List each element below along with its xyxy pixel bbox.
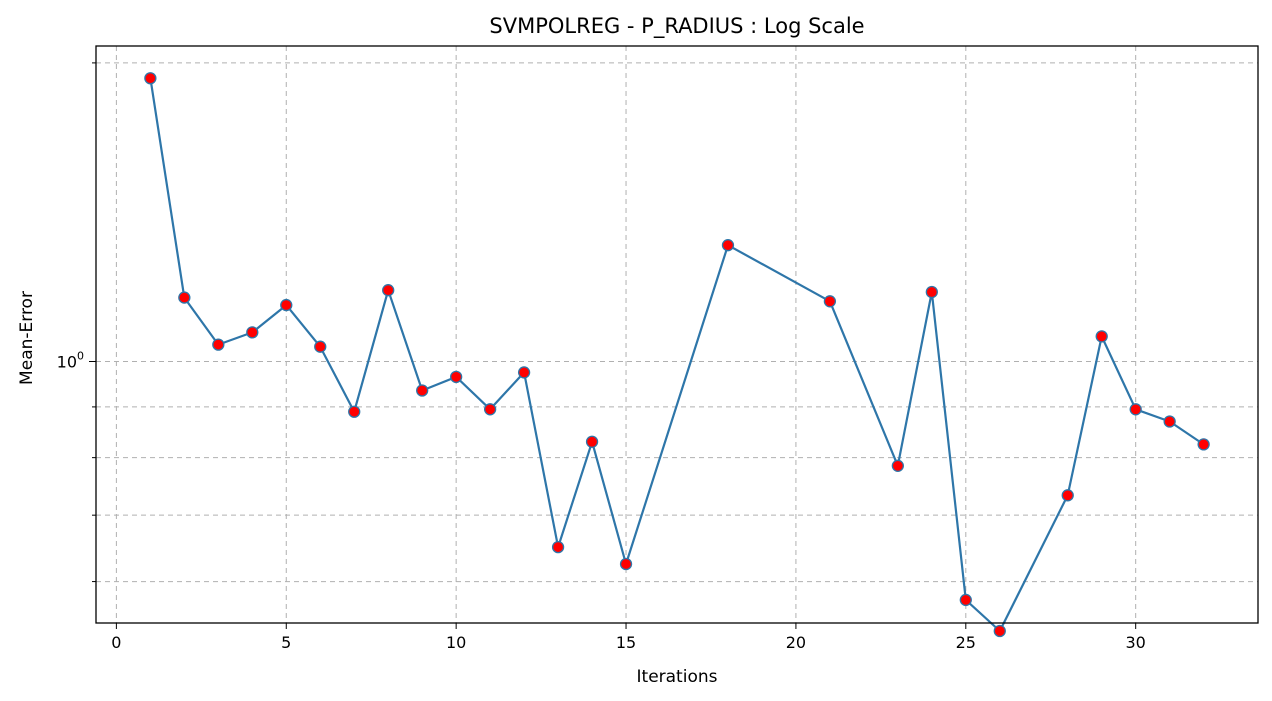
y-axis-label: Mean-Error — [17, 291, 37, 385]
data-point — [619, 557, 633, 571]
data-point — [1163, 415, 1176, 428]
data-point — [280, 298, 293, 312]
data-point — [144, 72, 157, 85]
data-point — [959, 593, 972, 607]
x-tick-label: 20 — [786, 633, 806, 652]
data-point — [993, 624, 1006, 638]
data-point — [246, 326, 259, 339]
data-point — [450, 370, 463, 384]
data-point — [925, 285, 938, 299]
data-point — [382, 284, 395, 297]
grid — [96, 46, 1258, 623]
data-point — [416, 384, 429, 397]
data-point — [178, 291, 191, 304]
series — [144, 72, 1210, 638]
data-point — [1197, 438, 1210, 451]
x-tick-label: 25 — [956, 633, 976, 652]
x-tick-label: 0 — [111, 633, 121, 652]
x-axis-label: Iterations — [637, 667, 718, 687]
data-point — [1095, 330, 1108, 343]
axes-ticks: 0 5 10 15 20 25 30 100 — [57, 62, 1146, 652]
data-point — [517, 366, 531, 379]
series-line — [149, 78, 1205, 633]
data-point — [1061, 489, 1074, 502]
data-point — [212, 338, 225, 351]
y-tick-label: 100 — [57, 350, 84, 372]
x-tick-label: 10 — [446, 633, 466, 652]
data-point — [721, 239, 735, 252]
x-tick-label: 5 — [281, 633, 291, 652]
x-tick-label: 15 — [616, 633, 636, 652]
data-point — [314, 340, 327, 353]
chart-title: SVMPOLREG - P_RADIUS : Log Scale — [489, 14, 864, 39]
x-tick-label: 30 — [1126, 633, 1146, 652]
data-point — [551, 540, 565, 554]
data-point — [823, 295, 837, 308]
data-point — [1129, 403, 1142, 416]
plot-frame — [95, 45, 1259, 624]
data-point — [891, 459, 904, 472]
data-point — [483, 403, 497, 416]
data-point — [348, 405, 361, 418]
data-point — [585, 435, 599, 448]
